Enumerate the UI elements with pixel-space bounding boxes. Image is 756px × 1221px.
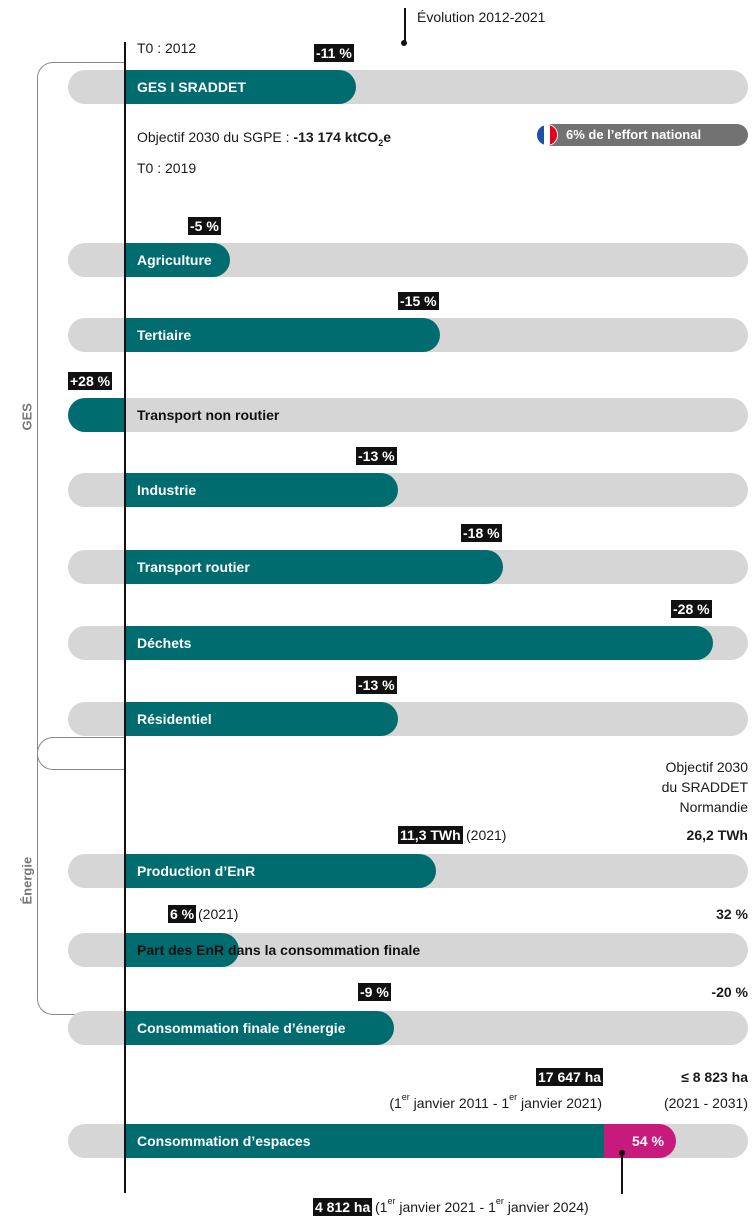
transport-non-routier-bar — [68, 398, 125, 432]
residentiel-value-label: -13 % — [356, 676, 397, 694]
part-enr-label-text: Part des EnR dans la consommation finale — [137, 942, 421, 958]
part-enr-fill — [125, 933, 239, 967]
evolution-tick-dot — [401, 40, 407, 46]
conso-finale-label: Consommation finale d’énergie — [137, 1020, 346, 1036]
espaces-tick — [621, 1152, 623, 1194]
residentiel-bar — [125, 702, 398, 736]
ges-i-sraddet-label: GES I SRADDET — [137, 79, 246, 95]
objectif-sgpe: Objectif 2030 du SGPE : -13 174 ktCO2e — [137, 128, 391, 152]
transport-routier-value-label: -18 % — [461, 524, 502, 542]
espaces-fill — [125, 1124, 610, 1158]
objectif-sgpe-unit: e — [383, 129, 392, 145]
objective-header-line: Objectif 2030 — [665, 759, 749, 775]
conso-finale-current-label: -9 % — [358, 983, 391, 1001]
enr-current-label: 11,3 TWh — [398, 826, 463, 844]
effort-pill — [540, 124, 748, 146]
t0-2012-label: T0 : 2012 — [137, 40, 197, 56]
industrie-value-label: -13 % — [356, 447, 397, 465]
industrie-label: Industrie — [137, 482, 197, 498]
enr-current-year: (2021) — [466, 827, 507, 843]
t0-2019-label: T0 : 2019 — [137, 160, 197, 176]
zero-axis — [124, 42, 126, 1193]
ges-i-sraddet-value-label: -11 % — [314, 44, 354, 62]
france-flag-icon — [536, 124, 558, 146]
dechets-bar — [125, 626, 713, 660]
industrie-bar — [125, 473, 398, 507]
objectif-sgpe-value: -13 174 ktCO — [293, 129, 379, 145]
espaces-consumed-period: (1er janvier 2021 - 1er janvier 2024) — [375, 1196, 589, 1216]
evolution-label: Évolution 2012-2021 — [417, 9, 546, 25]
effort-pill-label: 6% de l’effort national — [566, 127, 702, 142]
espaces-objective-label: ≤ 8 823 ha — [681, 1069, 748, 1085]
espaces-reference-label: 17 647 ha — [536, 1068, 604, 1086]
tertiaire-label: Tertiaire — [137, 327, 192, 343]
transport-non-routier-value-label: +28 % — [68, 372, 113, 390]
part-enr-objective-label: 32 % — [716, 906, 748, 922]
tertiaire-value-label: -15 % — [398, 292, 439, 310]
transport-non-routier-label: Transport non routier — [137, 407, 280, 423]
part-enr-label: Part des EnR dans la consommation finale — [137, 933, 420, 967]
conso-finale-fill — [125, 1011, 394, 1045]
ges-i-sraddet-bar — [125, 70, 356, 104]
energie-group-label: Énergie — [19, 856, 35, 905]
espaces-objective-period: (2021 - 2031) — [663, 1095, 748, 1111]
espaces-progress-fill — [604, 1124, 676, 1158]
agriculture-bar — [125, 243, 230, 277]
transport-routier-bar — [125, 550, 503, 584]
objectif-sgpe-prefix: Objectif 2030 du SGPE : — [137, 129, 294, 145]
espaces-reference-period: (1er janvier 2011 - 1er janvier 2021) — [389, 1092, 602, 1112]
evolution-tick — [404, 8, 406, 42]
enr-objective-label: 26,2 TWh — [686, 827, 748, 843]
transport-non-routier-track — [68, 398, 748, 432]
tertiaire-bar — [125, 318, 440, 352]
espaces-progress-label: 54 % — [632, 1133, 664, 1149]
dechets-value-label: -28 % — [671, 600, 712, 618]
agriculture-value-label: -5 % — [188, 217, 221, 235]
residentiel-label: Résidentiel — [137, 711, 212, 727]
conso-finale-objective-label: -20 % — [711, 984, 748, 1000]
espaces-label: Consommation d’espaces — [137, 1133, 311, 1149]
transport-routier-label: Transport routier — [137, 559, 250, 575]
enr-label: Production d’EnR — [137, 863, 256, 879]
objective-header: Objectif 2030 du SRADDET Normandie — [600, 757, 748, 817]
objective-header-line: Normandie — [679, 799, 748, 815]
enr-fill — [125, 854, 436, 888]
ges-bracket — [37, 62, 126, 770]
dechets-label: Déchets — [137, 635, 192, 651]
agriculture-label: Agriculture — [137, 252, 212, 268]
ges-group-label: GES — [19, 403, 35, 431]
objectif-sgpe-sub: 2 — [378, 137, 384, 148]
part-enr-current-year: (2021) — [198, 906, 239, 922]
part-enr-current-label: 6 % — [168, 905, 197, 923]
objective-header-line: du SRADDET — [661, 779, 748, 795]
espaces-consumed-label: 4 812 ha — [313, 1198, 373, 1216]
